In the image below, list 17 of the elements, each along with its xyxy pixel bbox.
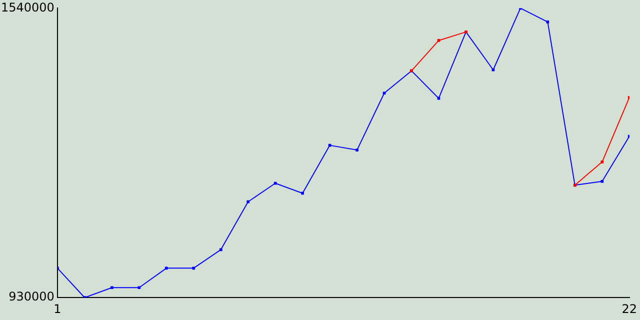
point: [382, 92, 386, 95]
point: [246, 200, 250, 204]
y-tick-label: 930000: [8, 290, 54, 304]
point: [164, 266, 168, 270]
point: [437, 39, 440, 42]
x-tick-label: 22: [622, 302, 638, 316]
point: [546, 20, 550, 24]
point: [492, 68, 495, 72]
point: [219, 248, 222, 252]
point: [600, 180, 604, 183]
point: [600, 160, 604, 164]
y-tick-label: 1540000: [0, 0, 54, 14]
point: [138, 286, 141, 290]
x-tick-label: 1: [54, 302, 62, 316]
point: [301, 192, 304, 195]
point: [192, 266, 196, 270]
point: [437, 96, 440, 100]
